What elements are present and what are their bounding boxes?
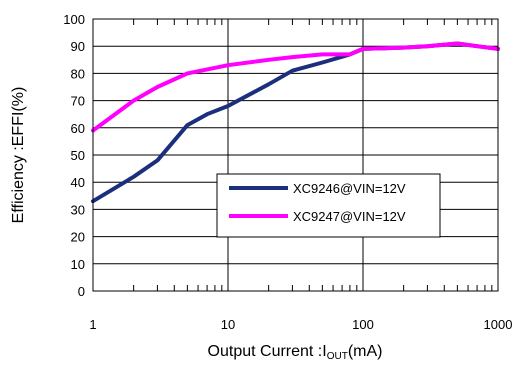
legend-box — [216, 173, 441, 238]
legend: XC9246@VIN=12V XC9247@VIN=12V — [216, 173, 441, 238]
y-tick-label: 70 — [71, 94, 85, 109]
y-tick-label: 0 — [78, 284, 85, 299]
y-tick-label: 60 — [71, 121, 85, 136]
series-layer — [91, 41, 500, 204]
legend-label-xc9246: XC9246@VIN=12V — [293, 181, 406, 196]
grid-layer — [93, 19, 498, 291]
x-axis-label-subscript: OUT — [327, 351, 348, 362]
y-tick-label: 30 — [71, 202, 85, 217]
x-tick-label: 1000 — [484, 317, 513, 332]
x-tick-label: 10 — [221, 317, 235, 332]
y-tick-label: 10 — [71, 257, 85, 272]
y-tick-label: 90 — [71, 39, 85, 54]
y-tick-label: 80 — [71, 66, 85, 81]
y-tick-label: 40 — [71, 175, 85, 190]
x-axis-label-prefix: Output Current :I — [208, 343, 327, 360]
y-tick-label: 100 — [63, 12, 85, 27]
series-line-xc9247 — [91, 41, 500, 133]
plot-frame — [92, 18, 499, 292]
y-tick-label: 20 — [71, 230, 85, 245]
x-axis-label-suffix: (mA) — [348, 343, 383, 360]
legend-label-xc9247: XC9247@VIN=12V — [293, 209, 406, 224]
x-tick-label: 1 — [89, 317, 96, 332]
x-axis-label: Output Current :IOUT(mA) — [208, 343, 383, 362]
y-tick-label: 50 — [71, 148, 85, 163]
x-tick-label: 100 — [352, 317, 374, 332]
y-axis-label: Efficiency :EFFI(%) — [10, 87, 27, 224]
